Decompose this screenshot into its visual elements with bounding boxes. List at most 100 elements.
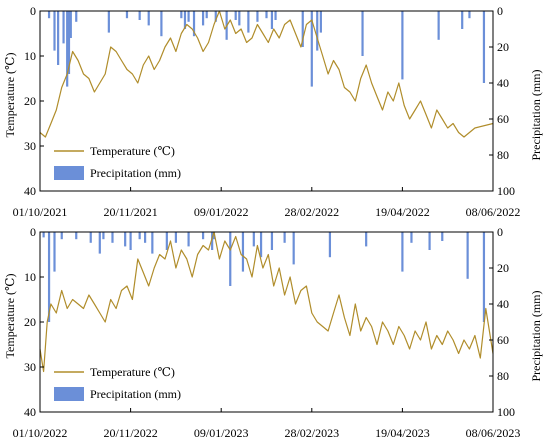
y-tick-label-right: 0 xyxy=(497,4,503,18)
y-axis-label-left: Temperature (℃) xyxy=(3,274,17,359)
legend-precipitation-label: Precipitation (mm) xyxy=(90,387,181,401)
panel-2022-2023: 0 10 20 30 40 0 20 40 60 80 100 01/10/2022 20/11/2… xyxy=(3,225,543,440)
precipitation-bar xyxy=(89,232,92,243)
y-tick-label-right: 20 xyxy=(497,40,509,54)
precipitation-bar xyxy=(201,232,205,240)
plot-frame xyxy=(39,10,494,192)
precipitation-bar xyxy=(102,232,105,240)
y-tick-label-left: 40 xyxy=(24,405,36,419)
precipitation-bar xyxy=(53,232,56,272)
precipitation-bar xyxy=(468,11,471,19)
y-tick-label-right: 80 xyxy=(497,148,509,162)
y-tick-label-left: 20 xyxy=(24,94,36,108)
precipitation-bar xyxy=(283,232,286,243)
x-tick-label: 08/06/2023 xyxy=(466,426,521,440)
precipitation-bars xyxy=(42,232,486,322)
precipitation-bar xyxy=(482,232,486,322)
x-tick-label: 20/11/2022 xyxy=(103,426,157,440)
y-tick-label-left: 30 xyxy=(24,139,36,153)
y-axis-label-right: Precipitation (mm) xyxy=(529,291,543,382)
precipitation-bar xyxy=(47,232,51,322)
precipitation-bar xyxy=(361,11,364,56)
precipitation-bars xyxy=(47,11,486,87)
precipitation-bar xyxy=(75,11,78,22)
precipitation-bar xyxy=(147,11,150,26)
precipitation-bar xyxy=(205,11,208,19)
precipitation-bar xyxy=(125,11,129,19)
y-tick-label-right: 20 xyxy=(497,261,509,275)
precipitation-bar xyxy=(47,11,51,19)
legend: Temperature (℃) Precipitation (mm) xyxy=(54,365,181,401)
y-axis-label-left: Temperature (℃) xyxy=(3,53,17,138)
precipitation-bar xyxy=(160,11,163,37)
y-axis-label-right: Precipitation (mm) xyxy=(529,70,543,161)
precipitation-bar xyxy=(274,11,277,20)
precipitation-bar xyxy=(57,11,60,65)
temperature-line-group xyxy=(39,231,494,373)
precipitation-bar xyxy=(143,232,147,243)
left-axis-tick-labels: 0 10 20 30 40 xyxy=(24,4,36,198)
x-tick-label: 09/01/2022 xyxy=(194,205,249,219)
temperature-line-group xyxy=(39,10,494,138)
precipitation-bar xyxy=(111,232,114,243)
temperature-line xyxy=(39,10,494,138)
precipitation-bar xyxy=(187,11,190,22)
precipitation-bar xyxy=(428,232,431,250)
precipitation-bar xyxy=(301,11,304,47)
precipitation-bar xyxy=(238,11,241,26)
x-axis-tick-labels: 01/10/2022 20/11/2022 09/01/2023 28/02/2023… xyxy=(13,426,521,440)
precipitation-bar xyxy=(187,232,190,247)
y-tick-label-right: 100 xyxy=(497,184,515,198)
precipitation-bar xyxy=(62,11,65,44)
x-tick-label: 08/06/2022 xyxy=(466,205,521,219)
precipitation-bar xyxy=(482,11,486,83)
y-tick-label-right: 60 xyxy=(497,333,509,347)
legend-temperature-label: Temperature (℃) xyxy=(90,144,175,158)
precipitation-bar xyxy=(129,232,132,250)
y-tick-label-left: 10 xyxy=(24,49,36,63)
x-axis-tick-labels: 01/10/2021 20/11/2021 09/01/2022 28/02/2022… xyxy=(13,205,521,219)
precipitation-bar xyxy=(319,11,322,33)
temperature-line xyxy=(39,231,494,373)
precipitation-bar xyxy=(151,232,154,254)
right-axis-tick-labels: 0 20 40 60 80 100 xyxy=(497,4,515,198)
y-tick-label-right: 0 xyxy=(497,225,503,239)
x-tick-label: 09/01/2023 xyxy=(194,426,249,440)
precipitation-bar xyxy=(316,11,319,51)
precipitation-bar xyxy=(256,11,259,22)
right-axis-tick-labels: 0 20 40 60 80 100 xyxy=(497,225,515,419)
x-tick-label: 01/10/2022 xyxy=(13,426,68,440)
y-tick-label-right: 40 xyxy=(497,76,509,90)
legend-temperature-label: Temperature (℃) xyxy=(90,365,175,379)
precipitation-bar xyxy=(75,232,78,240)
precipitation-bar xyxy=(165,232,168,250)
precipitation-bar xyxy=(265,11,268,19)
precipitation-bar xyxy=(310,11,313,87)
precipitation-bar xyxy=(229,232,232,286)
precipitation-bar xyxy=(212,232,216,240)
precipitation-bar xyxy=(42,232,45,238)
x-tick-label: 28/02/2022 xyxy=(284,205,339,219)
legend-precipitation-swatch xyxy=(54,387,84,401)
precipitation-bar xyxy=(270,232,274,250)
y-tick-label-right: 60 xyxy=(497,112,509,126)
precipitation-bar xyxy=(107,11,110,33)
x-tick-label: 01/10/2021 xyxy=(13,205,68,219)
precipitation-bar xyxy=(247,11,250,33)
precipitation-bar xyxy=(138,11,141,20)
precipitation-bar xyxy=(466,232,469,279)
precipitation-bar xyxy=(252,232,255,247)
precipitation-bar xyxy=(410,232,413,243)
precipitation-bar xyxy=(328,232,332,258)
y-tick-label-right: 80 xyxy=(497,369,509,383)
precipitation-bar xyxy=(292,232,295,265)
y-tick-label-left: 20 xyxy=(24,315,36,329)
legend: Temperature (℃) Precipitation (mm) xyxy=(54,144,181,180)
precipitation-bar xyxy=(69,11,72,38)
precipitation-bar xyxy=(211,232,214,250)
x-tick-label: 20/11/2021 xyxy=(103,205,157,219)
y-tick-label-left: 0 xyxy=(30,225,36,239)
precipitation-bar xyxy=(201,11,205,26)
precipitation-bar xyxy=(401,11,404,80)
